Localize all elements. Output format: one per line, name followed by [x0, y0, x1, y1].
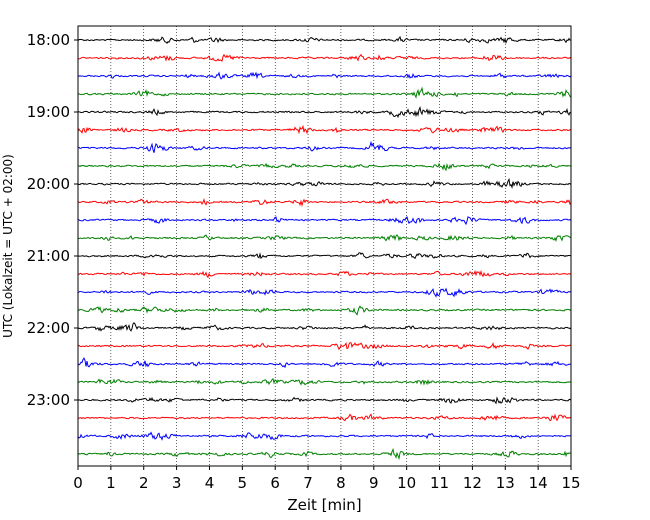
x-tick-label: 6: [270, 474, 280, 492]
y-tick-label: 23:00: [27, 391, 70, 409]
seismic-trace: [77, 53, 572, 62]
seismic-trace: [77, 447, 572, 461]
seismic-trace: [77, 162, 572, 172]
seismic-trace: [77, 106, 572, 119]
x-tick-label: 15: [561, 474, 580, 492]
y-axis-ticks: 18:00 19:00 20:00 21:00 22:00 23:00: [27, 31, 78, 409]
x-tick-label: 2: [139, 474, 149, 492]
seismic-trace: [77, 413, 572, 422]
x-tick-label: 3: [172, 474, 182, 492]
x-tick-label: 9: [369, 474, 379, 492]
seismic-trace: [77, 377, 572, 386]
x-axis-label: Zeit [min]: [287, 496, 361, 514]
y-tick-label: 22:00: [27, 319, 70, 337]
x-tick-label: 12: [463, 474, 482, 492]
seismic-trace: [77, 71, 572, 80]
y-tick-label: 20:00: [27, 175, 70, 193]
seismic-trace: [77, 357, 572, 369]
x-tick-label: 0: [73, 474, 83, 492]
seismic-trace: [77, 322, 572, 332]
seismic-trace: [77, 252, 572, 260]
x-tick-label: 11: [430, 474, 449, 492]
seismic-trace: [77, 287, 572, 298]
x-tick-label: 4: [205, 474, 215, 492]
x-tick-label: 8: [336, 474, 346, 492]
y-tick-label: 18:00: [27, 31, 70, 49]
seismic-trace: [77, 305, 572, 316]
y-tick-label: 21:00: [27, 247, 70, 265]
y-axis-label: UTC (Lokalzeit = UTC + 02:00): [1, 154, 15, 338]
seismic-traces: [77, 35, 572, 461]
seismic-trace: [77, 35, 572, 45]
x-tick-label: 13: [496, 474, 515, 492]
grid-lines: [110, 26, 539, 466]
x-tick-label: 5: [238, 474, 248, 492]
seismic-trace: [77, 124, 572, 135]
plot-frame: [77, 25, 572, 467]
x-tick-label: 14: [529, 474, 548, 492]
x-tick-label: 7: [303, 474, 313, 492]
y-tick-label: 19:00: [27, 103, 70, 121]
seismic-trace: [77, 216, 572, 226]
x-axis-ticks: 0 1 2 3 4 5 6 7 8 9 10 11 12 13 14 15: [73, 466, 581, 492]
seismic-trace: [77, 177, 572, 190]
x-tick-label: 10: [397, 474, 416, 492]
x-tick-label: 1: [106, 474, 116, 492]
seismic-trace: [77, 341, 572, 351]
seismic-trace: [77, 431, 572, 441]
seismic-trace: [77, 198, 572, 208]
seismic-trace: [77, 86, 572, 99]
seismic-trace: [77, 140, 572, 153]
seismic-trace: [77, 396, 572, 405]
seismic-trace: [77, 234, 572, 242]
seismic-trace: [77, 269, 572, 279]
